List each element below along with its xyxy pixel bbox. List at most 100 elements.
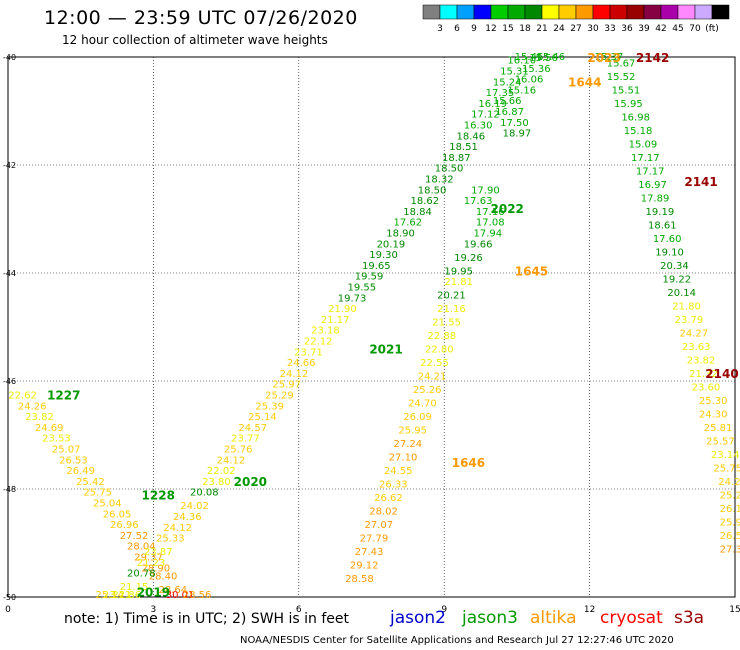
colorbar-tick-label: 70 [689, 24, 701, 34]
swh-value: 21.80 [672, 301, 701, 312]
colorbar-swatch [643, 4, 662, 20]
swh-value: 25.75 [83, 488, 112, 499]
swh-value: 25.57 [706, 436, 735, 447]
x-tick-label: 9 [441, 605, 447, 615]
swh-value: 23.79 [675, 315, 704, 326]
colorbar-tick-label: 12 [485, 24, 496, 34]
swh-value: 19.73 [338, 293, 367, 304]
swh-value: 16.19 [478, 99, 507, 110]
swh-value: 24.21 [418, 372, 447, 383]
axis-ticks: -40 -42 -44 -46 -48 -50 0 3 6 9 12 15 [3, 53, 740, 615]
swh-value: 18.61 [648, 220, 677, 231]
swh-value: 25.14 [248, 412, 277, 423]
colorbar-tick-label: (ft) [705, 24, 719, 34]
colorbar-swatch [422, 4, 441, 20]
swh-value: 20.19 [377, 239, 406, 250]
colorbar-swatch [609, 4, 628, 20]
swh-value: 20.14 [667, 288, 696, 299]
colorbar-swatch [694, 4, 713, 20]
colorbar-swatch [558, 4, 577, 20]
swh-value: 17.89 [641, 193, 670, 204]
swh-value: 28.58 [345, 574, 374, 585]
swh-value: 21.15 [120, 582, 149, 593]
swh-value: 23.77 [231, 434, 260, 445]
swh-value: 24.27 [718, 477, 740, 488]
swh-value: 18.87 [442, 153, 471, 164]
swh-value: 20.78 [127, 569, 156, 580]
colorbar-swatch [677, 4, 696, 20]
swh-value: 23.82 [25, 412, 54, 423]
colorbar-tick-label: 9 [471, 24, 477, 34]
swh-value: 28.40 [149, 571, 178, 582]
swh-value: 20.21 [437, 291, 466, 302]
swh-value: 18.46 [457, 131, 486, 142]
y-tick-label: -50 [3, 593, 16, 602]
swh-value: 27.43 [355, 547, 384, 558]
track-id-label: 1646 [452, 456, 485, 470]
swh-value: 15.46 [537, 52, 566, 63]
swh-value: 15.37 [595, 52, 624, 63]
track-id-label: 2021 [369, 343, 402, 357]
swh-value: 22.02 [207, 466, 236, 477]
colorbar-tick-label: 27 [570, 24, 581, 34]
swh-value: 21.81 [444, 277, 473, 288]
swh-value: 16.06 [515, 75, 544, 86]
track-id-label: 2142 [636, 51, 669, 65]
swh-value: 16.98 [621, 112, 650, 123]
swh-value: 23.21 [103, 590, 132, 601]
swh-value: 19.65 [362, 261, 391, 272]
swh-value: 26.54 [720, 531, 740, 542]
data-points: 22.6224.2623.8224.6923.5325.0726.5326.49… [8, 52, 740, 601]
swh-value: 19.66 [464, 239, 493, 250]
swh-value: 24.12 [280, 369, 309, 380]
footer-note: note: 1) Time is in UTC; 2) SWH is in fe… [64, 611, 350, 627]
swh-value: 23.63 [682, 342, 711, 353]
track-id-label: 2140 [705, 367, 738, 381]
colorbar-tick-label: 21 [536, 24, 547, 34]
swh-value: 21.86 [112, 590, 141, 601]
swh-value: 19.19 [646, 207, 675, 218]
colorbar-tick-label: 30 [587, 24, 599, 34]
swh-value: 23.14 [711, 450, 740, 461]
swh-value: 24.30 [699, 409, 728, 420]
swh-value: 15.67 [607, 58, 636, 69]
swh-value: 17.63 [464, 196, 493, 207]
swh-value: 25.95 [398, 426, 427, 437]
swh-value: 22.12 [304, 337, 333, 348]
colorbar-tick-label: 24 [553, 24, 565, 34]
swh-value: 17.90 [471, 185, 500, 196]
swh-value: 23.80 [202, 477, 231, 488]
colorbar-swatch [660, 4, 679, 20]
colorbar-swatch [490, 4, 509, 20]
legend-altika: altika [530, 608, 577, 628]
colorbar-swatch [541, 4, 560, 20]
swh-value: 25.90 [720, 517, 740, 528]
swh-value: 16.30 [464, 121, 493, 132]
y-tick-label: -44 [3, 269, 16, 278]
swh-value: 15.51 [612, 85, 641, 96]
y-tick-label: -42 [3, 161, 16, 170]
swh-value: 25.29 [265, 391, 294, 402]
colorbar-tick-label: 33 [604, 24, 615, 34]
swh-value: 17.50 [500, 118, 529, 129]
swh-value: 18.97 [503, 129, 532, 140]
track-id-label: 1645 [515, 264, 548, 278]
swh-value: 26.96 [110, 520, 139, 531]
swh-value: 28.04 [127, 542, 156, 553]
swh-value: 21.23 [137, 558, 166, 569]
swh-value: 19.10 [655, 247, 684, 258]
swh-value: 27.24 [394, 439, 423, 450]
swh-value: 24.12 [163, 523, 192, 534]
swh-value: 27.52 [120, 531, 149, 542]
track-id-label: 1228 [142, 488, 175, 502]
swh-value: 26.53 [59, 455, 88, 466]
swh-value: 23.53 [42, 434, 71, 445]
track-id-label: 1644 [568, 75, 601, 89]
legend-s3a: s3a [674, 608, 705, 628]
swh-value: 21.16 [437, 304, 466, 315]
swh-value: 23.18 [311, 326, 340, 337]
swh-value: 25.30 [699, 396, 728, 407]
swh-value: 17.08 [476, 218, 505, 229]
track-id-label: 2019 [137, 586, 170, 600]
